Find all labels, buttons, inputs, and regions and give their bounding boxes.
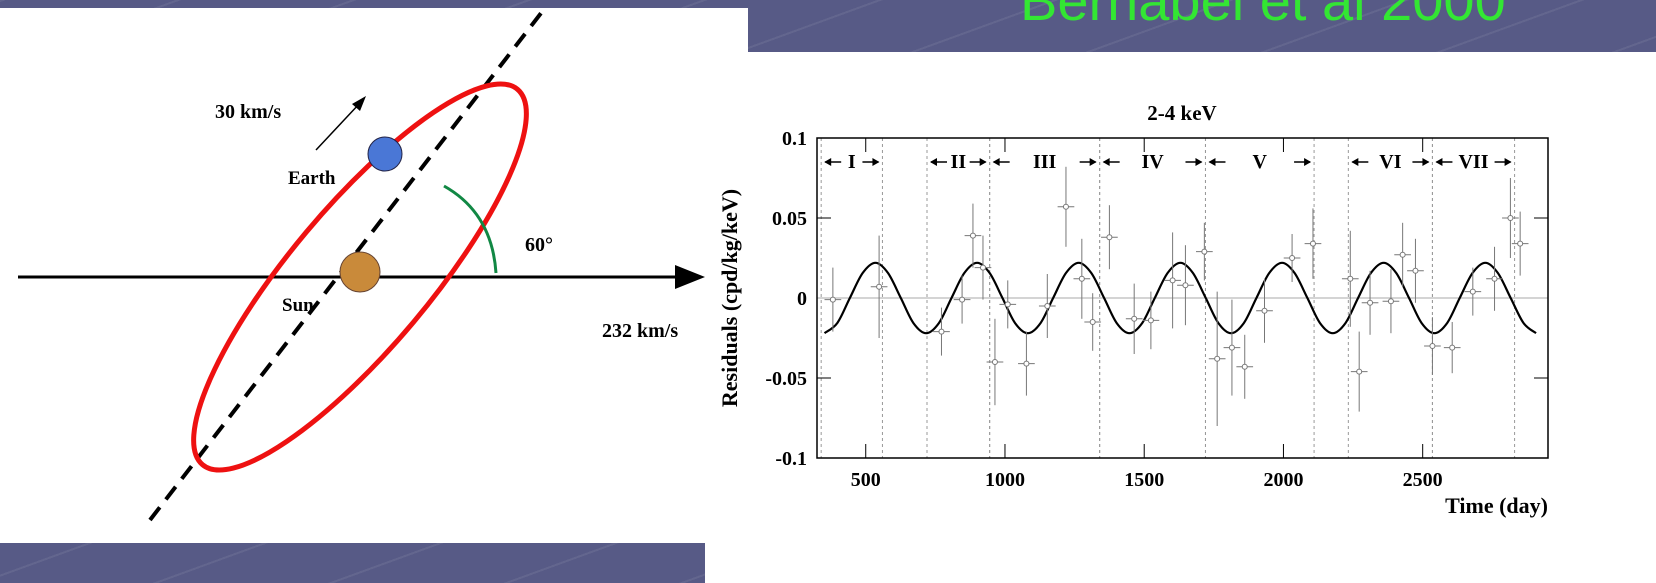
data-point: [1062, 203, 1069, 210]
data-point: [1241, 363, 1248, 370]
data-point: [1356, 368, 1363, 375]
angle-label: 60°: [525, 234, 553, 256]
period-arrow-head: [1422, 158, 1430, 166]
data-point: [1214, 355, 1221, 362]
period-arrow-head: [1504, 158, 1512, 166]
period-label: V: [1253, 151, 1268, 173]
data-point: [1449, 344, 1456, 351]
x-axis-label: Time (day): [1445, 493, 1548, 518]
data-point: [1507, 215, 1514, 221]
period-arrow-head: [1089, 158, 1097, 166]
data-point: [1517, 240, 1524, 247]
y-tick-label: 0.1: [782, 128, 807, 150]
chart: 2-4 keV Residuals (cpd/kg/keV) Time (day…: [705, 52, 1656, 583]
sun-label: Sun: [282, 295, 314, 316]
period-label: II: [951, 151, 967, 173]
period-arrow-head: [824, 158, 832, 166]
data-point: [959, 296, 966, 303]
period-arrow-head: [872, 158, 880, 166]
velocity-arrow: [315, 102, 361, 151]
data-point: [1044, 303, 1051, 309]
chart-title: 2-4 keV: [1147, 101, 1216, 125]
y-tick-label: -0.05: [765, 368, 807, 390]
data-point: [1078, 275, 1085, 282]
period-arrow-head: [1351, 158, 1359, 166]
y-tick-label: 0.05: [772, 208, 807, 230]
data-point: [1023, 360, 1030, 367]
y-tick-label: -0.1: [775, 448, 807, 470]
period-label: III: [1033, 151, 1057, 173]
fit-curve: [823, 261, 1537, 335]
data-point: [1347, 275, 1354, 282]
earth-orbit: [191, 81, 529, 473]
data-point: [1147, 317, 1154, 324]
sun-speed-label: 232 km/s: [602, 320, 678, 342]
period-label: VI: [1379, 151, 1401, 173]
period-arrow-head: [1208, 158, 1216, 166]
data-point: [1399, 251, 1406, 258]
data-point: [979, 264, 986, 271]
data-point: [1469, 288, 1476, 295]
data-point: [1261, 307, 1268, 314]
period-arrow-head: [992, 158, 1000, 166]
sun: [339, 251, 381, 293]
data-point: [1387, 298, 1394, 305]
orbit-diagram: 30 km/s Earth Sun 60° 232 km/s: [0, 8, 748, 543]
data-point: [1309, 240, 1316, 247]
earth-speed-label: 30 km/s: [215, 101, 281, 123]
period-arrow-head: [1304, 158, 1312, 166]
x-tick-label: 2500: [1403, 469, 1443, 491]
data-point: [1228, 344, 1235, 351]
data-point: [1289, 255, 1296, 261]
data-point: [829, 296, 836, 303]
period-arrow-head: [1435, 158, 1443, 166]
angle-arc: [443, 184, 498, 274]
data-point: [1367, 299, 1374, 306]
data-point: [1491, 275, 1498, 282]
slide-title: Bernabei et al 2000: [1020, 0, 1506, 32]
data-point: [1429, 343, 1436, 349]
velocity-arrow-head: [352, 96, 366, 111]
y-axis-label: Residuals (cpd/kg/keV): [717, 189, 742, 407]
period-arrow-head: [979, 158, 987, 166]
data-point: [1106, 234, 1113, 241]
data-point: [1004, 301, 1011, 308]
period-label: IV: [1141, 151, 1164, 173]
period-arrow-head: [929, 158, 937, 166]
x-tick-label: 1500: [1124, 469, 1164, 491]
data-point: [1169, 277, 1176, 284]
data-point: [1201, 248, 1208, 255]
y-tick-label: 0: [797, 288, 807, 310]
x-tick-label: 1000: [985, 469, 1025, 491]
period-arrow-head: [1102, 158, 1110, 166]
data-point: [991, 359, 998, 365]
x-tick-label: 2000: [1263, 469, 1303, 491]
period-arrow-head: [1195, 158, 1203, 166]
plot-frame: [816, 137, 1549, 459]
data-point: [876, 283, 883, 290]
period-label: I: [848, 151, 856, 173]
arrow-head: [675, 265, 705, 289]
data-point: [938, 328, 945, 335]
data-point: [969, 232, 976, 239]
x-tick-label: 500: [851, 469, 881, 491]
earth-label: Earth: [288, 168, 336, 189]
data-point: [1131, 315, 1138, 322]
chart-panel: [705, 52, 1656, 583]
data-point: [1089, 319, 1096, 325]
data-point: [1182, 282, 1189, 289]
period-label: VII: [1458, 151, 1488, 173]
data-point: [1412, 267, 1419, 274]
earth: [367, 136, 403, 172]
